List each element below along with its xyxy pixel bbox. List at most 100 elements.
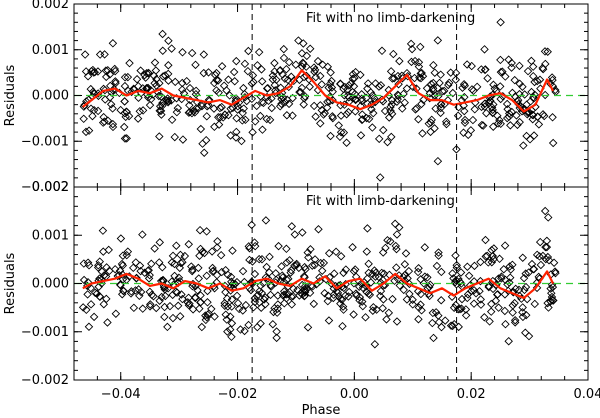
data-point — [402, 295, 412, 304]
data-point — [199, 148, 209, 157]
data-point — [216, 250, 226, 260]
data-point — [368, 91, 377, 100]
data-point — [512, 111, 521, 120]
data-point — [550, 267, 560, 276]
data-point — [415, 73, 424, 82]
data-point — [305, 288, 315, 298]
data-point — [326, 68, 335, 77]
data-point — [244, 242, 254, 251]
data-point — [308, 261, 317, 270]
data-point — [420, 243, 430, 252]
data-point — [463, 262, 472, 271]
data-point — [488, 105, 497, 115]
data-point — [79, 259, 89, 268]
data-point — [521, 328, 530, 337]
data-point — [470, 105, 480, 114]
y-tick-label: −0.001 — [21, 134, 69, 149]
data-point — [278, 70, 287, 79]
data-point — [434, 311, 443, 320]
data-point — [103, 318, 112, 327]
panel-title: Fit with no limb-darkening — [306, 11, 475, 26]
data-point — [123, 247, 133, 256]
data-point — [316, 119, 325, 128]
data-point — [249, 77, 258, 87]
data-point — [300, 291, 309, 301]
data-point — [416, 289, 426, 299]
data-point — [194, 274, 204, 283]
data-point — [89, 68, 98, 77]
data-point — [460, 106, 469, 116]
data-point — [457, 304, 466, 313]
data-point — [300, 281, 310, 291]
data-point — [504, 55, 513, 64]
data-point — [238, 266, 248, 276]
data-point — [94, 91, 103, 101]
data-point — [426, 127, 435, 137]
data-point — [257, 77, 267, 86]
data-point — [124, 111, 134, 121]
data-point — [102, 294, 111, 304]
data-point — [93, 106, 103, 116]
data-point — [535, 237, 545, 247]
data-point — [521, 282, 531, 292]
data-point — [147, 259, 156, 269]
data-point — [138, 304, 147, 313]
data-point — [244, 46, 253, 56]
data-point — [527, 56, 536, 66]
data-point — [152, 74, 161, 84]
data-point — [165, 301, 175, 311]
data-point — [122, 134, 131, 143]
data-point — [233, 298, 243, 308]
data-point — [469, 86, 478, 96]
data-point — [309, 299, 319, 309]
data-point — [538, 251, 548, 261]
data-point — [487, 299, 496, 309]
data-point — [284, 57, 294, 67]
data-point — [201, 135, 211, 145]
data-point — [462, 60, 472, 69]
data-point — [100, 95, 110, 104]
data-point — [451, 75, 461, 84]
data-point — [145, 100, 155, 110]
data-point — [253, 61, 262, 70]
data-point — [364, 114, 374, 124]
data-point — [334, 121, 343, 130]
data-point — [256, 303, 266, 312]
data-point — [350, 265, 360, 274]
x-tick-label: 0.00 — [340, 387, 369, 402]
data-point — [164, 76, 173, 85]
data-point — [363, 79, 373, 88]
data-point — [204, 68, 213, 77]
smoothed-residual-curve — [82, 270, 554, 300]
data-point — [208, 267, 217, 276]
data-point — [78, 303, 88, 312]
data-point — [463, 293, 472, 303]
data-point — [187, 262, 196, 271]
data-point — [253, 322, 262, 332]
data-point — [486, 307, 496, 316]
data-point — [323, 97, 332, 107]
data-point — [227, 332, 236, 342]
data-point — [461, 305, 471, 314]
data-point — [416, 275, 425, 284]
data-point — [374, 82, 384, 91]
data-point — [280, 299, 289, 308]
data-point — [544, 255, 554, 265]
data-point — [436, 108, 445, 118]
data-point — [105, 70, 115, 79]
data-point — [367, 105, 376, 114]
data-point — [348, 74, 358, 84]
data-point — [261, 273, 271, 282]
data-point — [338, 321, 347, 331]
y-tick-label: −0.002 — [21, 180, 69, 195]
data-point — [358, 283, 368, 293]
data-point — [392, 317, 402, 326]
data-point — [431, 308, 441, 317]
data-point — [195, 304, 204, 313]
data-point — [518, 303, 527, 312]
data-point — [150, 58, 160, 67]
data-point — [158, 46, 168, 56]
data-point — [366, 88, 376, 97]
data-point — [261, 216, 271, 225]
data-point — [477, 65, 486, 74]
